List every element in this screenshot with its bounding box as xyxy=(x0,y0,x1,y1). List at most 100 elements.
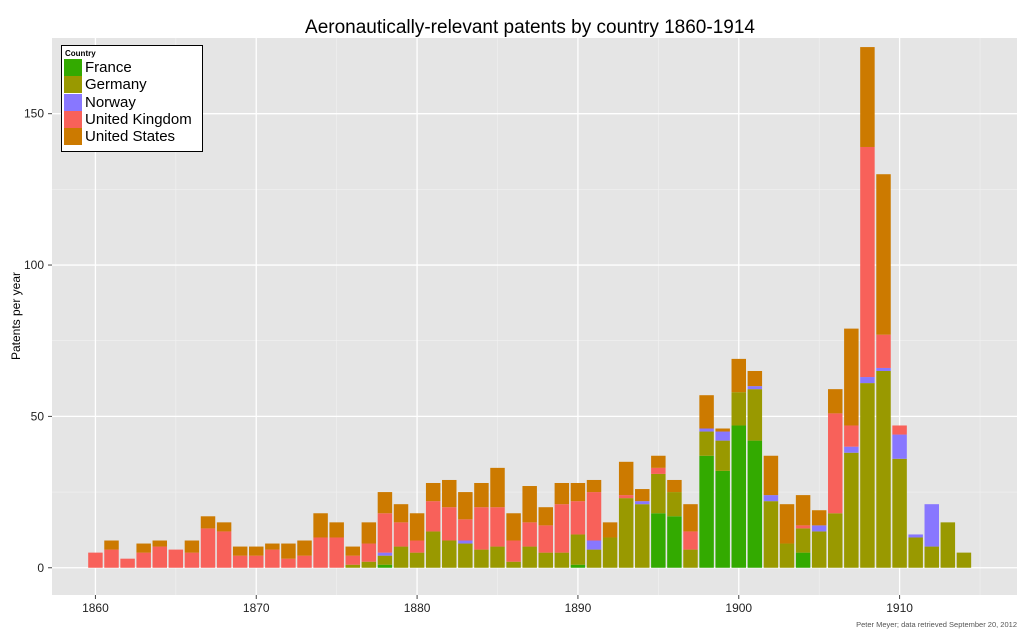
y-axis-label: Patents per year xyxy=(9,272,23,360)
legend-items: FranceGermanyNorwayUnited KingdomUnited … xyxy=(62,59,202,145)
bar-germany-1887 xyxy=(522,547,536,568)
legend-item-norway: Norway xyxy=(64,94,202,111)
bar-united-kingdom-1880 xyxy=(410,541,424,553)
bar-germany-1912 xyxy=(925,547,939,568)
bar-united-kingdom-1860 xyxy=(88,553,102,568)
bar-germany-1877 xyxy=(362,562,376,568)
bar-germany-1907 xyxy=(844,453,858,568)
legend-item-united-kingdom: United Kingdom xyxy=(64,111,202,128)
bar-germany-1879 xyxy=(394,547,408,568)
legend-label: United Kingdom xyxy=(85,111,192,128)
bar-united-states-1864 xyxy=(153,541,167,547)
bar-united-kingdom-1886 xyxy=(506,541,520,562)
bar-united-states-1872 xyxy=(281,544,295,559)
bar-united-states-1894 xyxy=(635,489,649,501)
bar-united-kingdom-1882 xyxy=(442,507,456,540)
credit-text: Peter Meyer; data retrieved September 20… xyxy=(856,620,1017,629)
bar-germany-1901 xyxy=(748,389,762,440)
x-axis-ticks: 186018701880189019001910 xyxy=(82,595,913,615)
bar-united-kingdom-1863 xyxy=(136,553,150,568)
legend-title: Country xyxy=(65,49,202,59)
bar-united-kingdom-1906 xyxy=(828,413,842,513)
bar-united-kingdom-1867 xyxy=(201,528,215,567)
bar-united-states-1879 xyxy=(394,504,408,522)
bar-united-states-1884 xyxy=(474,483,488,507)
bar-united-kingdom-1871 xyxy=(265,550,279,568)
bar-united-kingdom-1864 xyxy=(153,547,167,568)
bar-germany-1881 xyxy=(426,531,440,567)
bar-norway-1883 xyxy=(458,541,472,544)
y-axis-ticks: 050100150 xyxy=(24,107,52,575)
bar-france-1900 xyxy=(732,425,746,567)
bar-united-kingdom-1862 xyxy=(120,559,134,568)
bar-norway-1907 xyxy=(844,447,858,453)
bar-united-states-1889 xyxy=(555,483,569,504)
bar-germany-1911 xyxy=(908,537,922,567)
bar-united-states-1869 xyxy=(233,547,247,556)
bar-united-kingdom-1889 xyxy=(555,504,569,552)
bar-united-states-1902 xyxy=(764,456,778,495)
bar-united-states-1883 xyxy=(458,492,472,519)
bar-united-states-1876 xyxy=(346,547,360,556)
bar-united-kingdom-1873 xyxy=(297,556,311,568)
bar-united-kingdom-1891 xyxy=(587,492,601,540)
bar-united-states-1900 xyxy=(732,359,746,392)
x-tick-label: 1870 xyxy=(243,601,270,615)
x-tick-label: 1880 xyxy=(404,601,431,615)
bar-united-kingdom-1890 xyxy=(571,501,585,534)
bar-france-1901 xyxy=(748,441,762,568)
legend-item-united-states: United States xyxy=(64,128,202,145)
bar-united-states-1875 xyxy=(329,522,343,537)
bar-united-states-1870 xyxy=(249,547,263,556)
bar-united-kingdom-1874 xyxy=(313,537,327,567)
bar-united-states-1895 xyxy=(651,456,665,468)
bar-united-kingdom-1883 xyxy=(458,519,472,540)
bar-united-states-1873 xyxy=(297,541,311,556)
bar-united-states-1893 xyxy=(619,462,633,495)
bar-germany-1878 xyxy=(378,556,392,565)
bar-united-states-1863 xyxy=(136,544,150,553)
bar-united-states-1908 xyxy=(860,47,874,147)
bar-united-kingdom-1872 xyxy=(281,559,295,568)
bar-norway-1911 xyxy=(908,534,922,537)
bar-germany-1904 xyxy=(796,528,810,552)
bar-norway-1901 xyxy=(748,386,762,389)
bar-germany-1914 xyxy=(957,553,971,568)
bar-united-kingdom-1866 xyxy=(185,553,199,568)
bar-united-states-1904 xyxy=(796,495,810,525)
bar-united-kingdom-1909 xyxy=(876,335,890,368)
bar-united-states-1898 xyxy=(699,395,713,428)
bar-united-kingdom-1910 xyxy=(892,425,906,434)
bar-germany-1913 xyxy=(941,522,955,567)
bar-germany-1885 xyxy=(490,547,504,568)
bar-united-kingdom-1884 xyxy=(474,507,488,549)
bar-france-1898 xyxy=(699,456,713,568)
bar-germany-1890 xyxy=(571,534,585,564)
bar-germany-1896 xyxy=(667,492,681,516)
legend-label: Germany xyxy=(85,76,147,93)
bar-germany-1909 xyxy=(876,371,890,568)
bar-germany-1888 xyxy=(539,553,553,568)
bar-united-states-1885 xyxy=(490,468,504,507)
bar-united-kingdom-1908 xyxy=(860,147,874,377)
bar-germany-1899 xyxy=(715,441,729,471)
bar-france-1890 xyxy=(571,565,585,568)
bar-united-states-1888 xyxy=(539,507,553,525)
bar-norway-1910 xyxy=(892,435,906,459)
bar-united-states-1890 xyxy=(571,483,585,501)
bar-united-states-1861 xyxy=(104,541,118,550)
bar-germany-1880 xyxy=(410,553,424,568)
bar-united-kingdom-1893 xyxy=(619,495,633,498)
legend-label: Norway xyxy=(85,94,136,111)
bar-germany-1892 xyxy=(603,537,617,567)
bar-united-states-1905 xyxy=(812,510,826,525)
bar-united-states-1871 xyxy=(265,544,279,550)
bar-united-states-1867 xyxy=(201,516,215,528)
bar-united-states-1877 xyxy=(362,522,376,543)
bar-united-states-1909 xyxy=(876,174,890,334)
bar-united-states-1907 xyxy=(844,329,858,426)
legend-swatch xyxy=(64,111,82,128)
bar-france-1895 xyxy=(651,513,665,567)
bar-united-kingdom-1881 xyxy=(426,501,440,531)
x-tick-label: 1890 xyxy=(565,601,592,615)
